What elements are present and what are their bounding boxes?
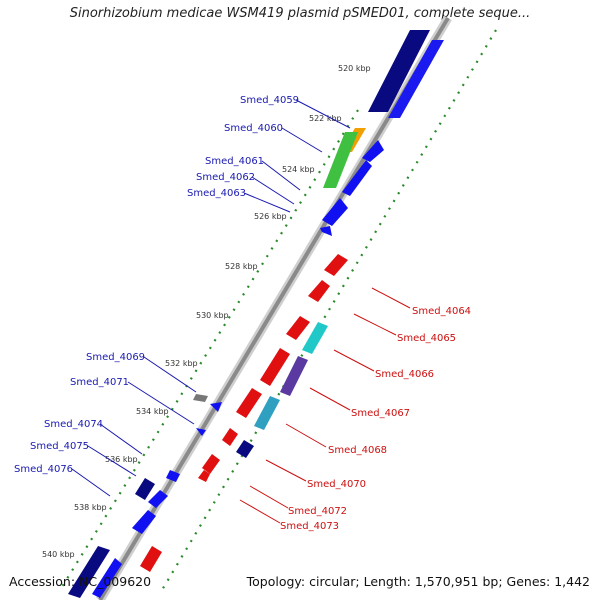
gene-block[interactable] <box>286 316 310 340</box>
gene-block[interactable] <box>388 40 444 118</box>
gene-label[interactable]: Smed_4065 <box>397 333 456 344</box>
forward-gene-labels <box>71 99 351 497</box>
gene-block[interactable] <box>210 402 222 412</box>
gene-label[interactable]: Smed_4059 <box>240 95 299 106</box>
tick-label: 536 kbp <box>105 455 138 464</box>
tick-label: 532 kbp <box>165 359 198 368</box>
gene-label[interactable]: Smed_4076 <box>14 464 73 475</box>
gene-label[interactable]: Smed_4068 <box>328 445 387 456</box>
gene-block[interactable] <box>324 254 348 276</box>
tick-label: 520 kbp <box>338 64 371 73</box>
gene-block[interactable] <box>202 454 220 474</box>
tick-label: 522 kbp <box>309 114 342 123</box>
gene-block[interactable] <box>342 160 372 196</box>
gene-block[interactable] <box>302 322 328 354</box>
gene-block[interactable] <box>196 428 206 436</box>
gene-label[interactable]: Smed_4075 <box>30 441 89 452</box>
tick-label: 534 kbp <box>136 407 169 416</box>
tick-label: 528 kbp <box>225 262 258 271</box>
gene-block[interactable] <box>254 396 280 430</box>
gene-block[interactable] <box>193 394 208 402</box>
gene-block[interactable] <box>68 546 110 598</box>
gene-label[interactable]: Smed_4071 <box>70 377 129 388</box>
tick-label: 526 kbp <box>254 212 287 221</box>
gene-block[interactable] <box>368 30 430 112</box>
gene-label[interactable]: Smed_4074 <box>44 419 103 430</box>
reverse-gene-track <box>140 254 348 572</box>
reverse-gene-labels <box>239 287 411 524</box>
gene-block[interactable] <box>198 470 210 482</box>
gene-label[interactable]: Smed_4070 <box>307 479 366 490</box>
gene-block[interactable] <box>280 356 308 396</box>
gene-label[interactable]: Smed_4072 <box>288 506 347 517</box>
gene-block[interactable] <box>222 428 238 446</box>
tick-label: 524 kbp <box>282 165 315 174</box>
gene-label[interactable]: Smed_4064 <box>412 306 471 317</box>
gene-label[interactable]: Smed_4069 <box>86 352 145 363</box>
forward-gene-track <box>68 30 444 598</box>
gene-block[interactable] <box>92 558 122 598</box>
gene-block[interactable] <box>166 470 180 482</box>
forward-label-text: Smed_4059 Smed_4060 Smed_4061 Smed_4062 … <box>14 95 299 475</box>
gene-block[interactable] <box>322 198 348 226</box>
scale-ticks: 520 kbp 522 kbp 524 kbp 526 kbp 528 kbp … <box>42 64 371 559</box>
gene-label[interactable]: Smed_4061 <box>205 156 264 167</box>
gene-block[interactable] <box>236 388 262 418</box>
outer-dotted-guide <box>161 29 497 591</box>
tick-label: 538 kbp <box>74 503 107 512</box>
genome-summary-text: Topology: circular; Length: 1,570,951 bp… <box>246 574 590 589</box>
gene-label[interactable]: Smed_4066 <box>375 369 434 380</box>
reverse-label-text: Smed_4064 Smed_4065 Smed_4066 Smed_4067 … <box>280 306 471 532</box>
gene-block[interactable] <box>132 510 156 534</box>
gene-block[interactable] <box>236 440 254 458</box>
accession-text: Accession: NC_009620 <box>9 574 152 589</box>
gene-block[interactable] <box>140 546 162 572</box>
tick-label: 540 kbp <box>42 550 75 559</box>
gene-label[interactable]: Smed_4062 <box>196 172 255 183</box>
gene-label[interactable]: Smed_4067 <box>351 408 410 419</box>
gene-label[interactable]: Smed_4063 <box>187 188 246 199</box>
map-title: Sinorhizobium medicae WSM419 plasmid pSM… <box>69 6 531 21</box>
gene-block[interactable] <box>148 490 168 508</box>
gene-label[interactable]: Smed_4060 <box>224 123 283 134</box>
gene-block[interactable] <box>320 226 332 236</box>
gene-block[interactable] <box>323 132 358 188</box>
gene-label[interactable]: Smed_4073 <box>280 521 339 532</box>
gene-block[interactable] <box>362 140 384 162</box>
tick-label: 530 kbp <box>196 311 229 320</box>
gene-block[interactable] <box>260 348 290 386</box>
gene-block[interactable] <box>308 280 330 302</box>
gene-block[interactable] <box>135 478 155 500</box>
